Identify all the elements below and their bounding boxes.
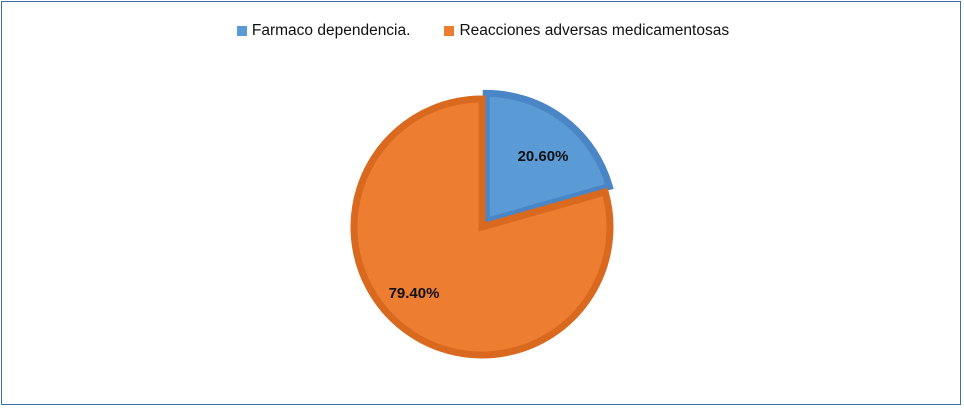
legend-label-farmaco-dependencia: Farmaco dependencia.	[251, 22, 411, 39]
data-label-farmaco-dependencia: 20.60%	[518, 148, 569, 165]
legend-swatch-farmaco-dependencia	[236, 26, 247, 36]
legend-item-reacciones-adversas: Reacciones adversas medicamentosas	[444, 22, 729, 40]
pie-slice-farmaco-dependencia	[482, 89, 614, 227]
legend-item-farmaco-dependencia: Farmaco dependencia.	[236, 22, 411, 40]
data-label-reacciones-adversas: 79.40%	[389, 285, 440, 302]
legend-label-reacciones-adversas: Reacciones adversas medicamentosas	[459, 22, 730, 39]
legend-swatch-reacciones-adversas	[444, 26, 455, 36]
pie-slice-reacciones-adversas	[350, 95, 614, 359]
chart-legend: Farmaco dependencia. Reacciones adversas…	[2, 22, 964, 40]
